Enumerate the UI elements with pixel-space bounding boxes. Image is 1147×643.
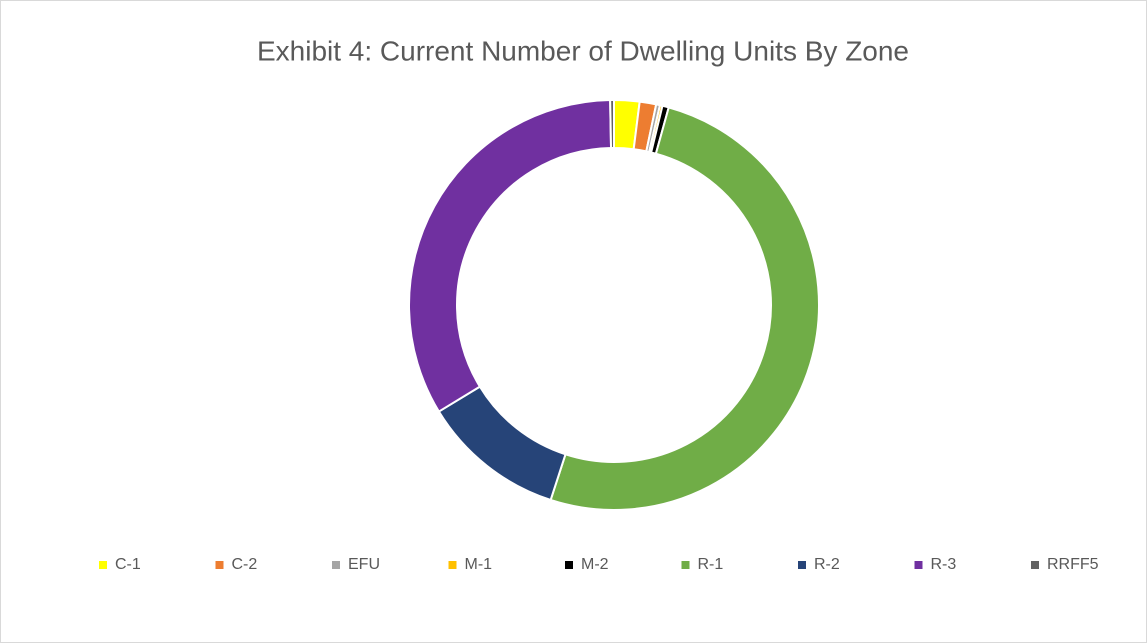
chart-title: Exhibit 4: Current Number of Dwelling Un… bbox=[257, 35, 909, 66]
legend-swatch bbox=[332, 561, 340, 569]
legend-label: R-3 bbox=[931, 556, 957, 573]
donut-segment bbox=[549, 106, 820, 511]
legend-swatch bbox=[798, 561, 806, 569]
legend-label: EFU bbox=[348, 556, 380, 573]
legend-label: R-1 bbox=[698, 556, 724, 573]
legend-swatch bbox=[681, 561, 690, 569]
legend-label: RRFF5 bbox=[1047, 556, 1099, 573]
legend-swatch bbox=[914, 561, 923, 569]
legend-swatch bbox=[565, 561, 573, 569]
legend-label: C-1 bbox=[115, 556, 141, 573]
legend-label: M-2 bbox=[581, 556, 609, 573]
legend-label: M-1 bbox=[465, 556, 493, 573]
legend-swatch bbox=[1031, 561, 1039, 569]
donut-segment bbox=[609, 98, 615, 150]
legend-label: R-2 bbox=[814, 556, 840, 573]
donut-segment bbox=[408, 99, 613, 413]
legend-swatch bbox=[215, 561, 224, 569]
legend-swatch bbox=[99, 561, 107, 569]
legend-label: C-2 bbox=[232, 556, 258, 573]
legend-swatch bbox=[448, 561, 457, 569]
